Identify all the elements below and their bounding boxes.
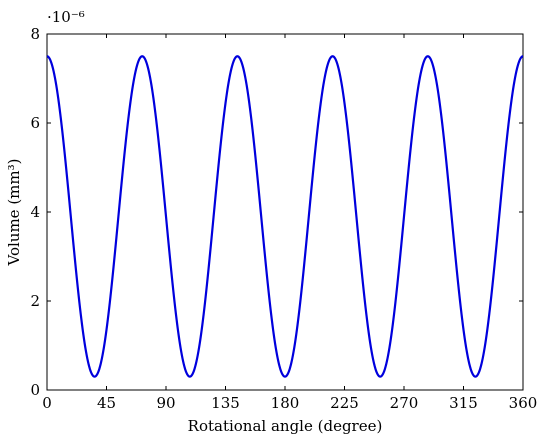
x-tick-label: 180 bbox=[271, 394, 300, 412]
y-tick-label: 6 bbox=[30, 114, 40, 132]
y-tick-label: 4 bbox=[30, 203, 40, 221]
x-tick-label: 135 bbox=[211, 394, 240, 412]
y-tick-label: 2 bbox=[30, 292, 40, 310]
x-tick-label: 270 bbox=[390, 394, 419, 412]
x-tick-label: 360 bbox=[509, 394, 538, 412]
x-axis-title: Rotational angle (degree) bbox=[188, 417, 383, 435]
axis-ticks bbox=[46, 33, 524, 391]
x-tick-label: 45 bbox=[97, 394, 116, 412]
x-tick-label: 225 bbox=[330, 394, 359, 412]
y-multiplier-label: ·10⁻⁶ bbox=[47, 8, 85, 26]
x-tick-label: 0 bbox=[42, 394, 52, 412]
y-tick-label: 8 bbox=[30, 25, 40, 43]
axis-tick-labels: 0 45 90 135 180 225 270 315 360 0 2 4 6 8 bbox=[30, 25, 537, 412]
y-axis-title: Volume (mm³) bbox=[5, 159, 23, 267]
volume-series-line bbox=[46, 55, 524, 378]
x-tick-label: 315 bbox=[449, 394, 478, 412]
x-tick-label: 90 bbox=[156, 394, 175, 412]
y-tick-label: 0 bbox=[30, 381, 40, 399]
